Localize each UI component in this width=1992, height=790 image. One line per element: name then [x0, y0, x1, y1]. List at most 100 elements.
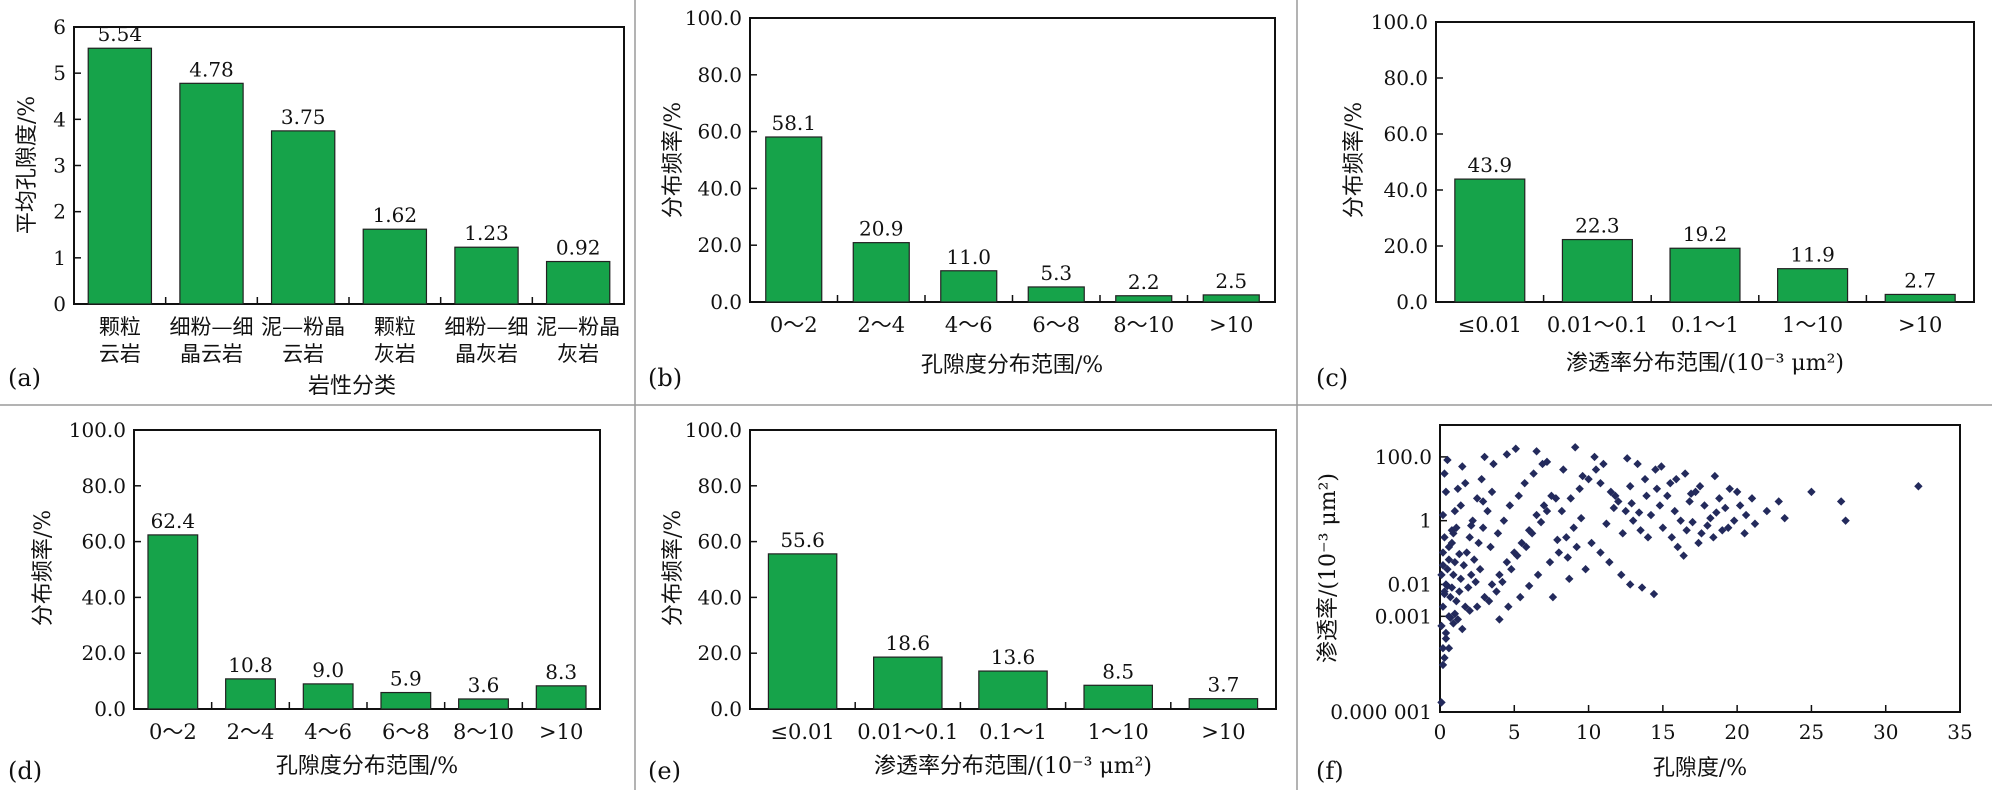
panel-b-value-label: 2.5 [1215, 269, 1247, 293]
panel-f-data-point [1637, 583, 1647, 592]
panel-f-data-point [1679, 551, 1688, 560]
panel-a-y-tick-label: 5 [53, 61, 66, 85]
panel-f-data-point [1634, 508, 1644, 517]
panel-f-x-tick-label: 5 [1508, 720, 1521, 744]
panel-f-data-point [1710, 471, 1720, 481]
panel-f-data-point [1449, 570, 1458, 580]
panel-a-value-label: 5.54 [98, 22, 143, 46]
panel-f-data-point [1724, 523, 1733, 532]
panel-d-category-label: >10 [539, 720, 583, 744]
panel-f-data-point [1670, 506, 1679, 516]
panel-f-data-point [1480, 592, 1489, 602]
panel-f-y-tick-label: 100.0 [1375, 445, 1432, 469]
panel-b-y-tick-label: 100.0 [685, 6, 742, 30]
panel-f-data-point [1498, 577, 1507, 587]
panel-b-value-label: 2.2 [1128, 270, 1160, 294]
panel-f-plot-frame [1439, 424, 1961, 713]
panel-c-category-label: >10 [1898, 313, 1942, 337]
panel-f-data-point [1732, 487, 1742, 497]
panel-f-data-point [1524, 526, 1534, 535]
panel-f-data-point [1517, 538, 1526, 548]
panel-f-data-point [1475, 565, 1485, 574]
panel-f-data-point [1446, 592, 1455, 602]
panel-f-data-point [1452, 523, 1461, 532]
panel-f-data-point [1625, 482, 1635, 491]
panel-b-bar [852, 242, 910, 303]
panel-a-value-label: 1.23 [464, 221, 509, 245]
panel-a-value-label: 4.78 [189, 57, 234, 81]
panel-f-data-point [1551, 494, 1561, 503]
panel-f-data-point [1450, 557, 1460, 567]
panel-e-y-axis-title: 分布频率/% [661, 510, 686, 626]
panel-f-data-point [1487, 580, 1497, 589]
panel-f-data-point [1529, 469, 1538, 478]
panel-e-y-tick-label: 20.0 [697, 641, 742, 665]
panel-b-category-label: 2～4 [857, 313, 905, 337]
panel-d-bar [535, 685, 587, 710]
panel-f-data-point [1642, 491, 1651, 501]
panel-d-y-tick-label: 20.0 [81, 641, 126, 665]
panel-a-category-label: 晶云岩 [180, 342, 243, 366]
panel-f-data-point [1502, 450, 1512, 459]
panel-a-bar [270, 130, 336, 305]
panel-f-data-point [1721, 503, 1730, 513]
panel-f-data-point [1472, 602, 1482, 611]
panel-c-bar [1884, 293, 1956, 303]
panel-e-value-label: 8.5 [1102, 659, 1134, 683]
panel-d-bar [380, 691, 432, 710]
panel-a-category-label: 细粉—细 [170, 315, 254, 339]
panel-f-data-point [1437, 621, 1446, 631]
panel-f-data-point [1545, 557, 1555, 567]
panel-f-data-point [1625, 580, 1635, 589]
panel-a-y-tick-label: 4 [53, 107, 66, 131]
panel-f-data-point [1649, 589, 1659, 599]
panel-d-category-label: 4～6 [304, 720, 352, 744]
panel-f-data-point [1694, 538, 1703, 548]
panel-f-data-point [1462, 548, 1471, 557]
panel-d-y-tick-label: 0.0 [94, 697, 126, 721]
panel-f-data-point [1499, 516, 1509, 525]
panel-f-data-point [1447, 526, 1457, 535]
panel-e-y-tick-label: 40.0 [697, 585, 742, 609]
panel-e-bar [767, 553, 838, 710]
panel-f-data-point [1563, 553, 1572, 562]
panel-a-y-tick-label: 1 [53, 246, 66, 270]
panel-b-value-label: 58.1 [771, 111, 816, 135]
panel-f-data-point [1686, 489, 1696, 498]
panel-f-x-tick-label: 25 [1799, 720, 1824, 744]
panel-c-y-tick-label: 40.0 [1383, 178, 1428, 202]
panel-d-x-axis-title: 孔隙度分布范围/% [276, 754, 458, 779]
panel-f-data-point [1725, 484, 1734, 493]
panel-f-data-point [1682, 526, 1691, 535]
panel-f-data-point [1464, 583, 1473, 592]
panel-f-data-point [1680, 469, 1690, 478]
panel-f-data-point [1455, 587, 1464, 596]
panel-c-value-label: 19.2 [1683, 222, 1728, 246]
panel-f-data-point [1533, 570, 1543, 580]
panel-f-data-point [1484, 596, 1494, 606]
panel-d-value-label: 3.6 [468, 673, 500, 697]
panel-f-data-point [1572, 542, 1581, 552]
panel-f-data-point [1565, 574, 1574, 584]
panel-a-plot-frame [73, 26, 625, 305]
panel-f-data-point [1841, 516, 1850, 525]
panel-f-data-point [1532, 447, 1541, 456]
panel-b-plot-frame [749, 17, 1276, 303]
panel-f-data-point [1536, 517, 1546, 527]
panel-c-y-tick-label: 60.0 [1383, 122, 1428, 146]
panel-b-tag: (b) [648, 364, 682, 392]
panel-f-data-point [1461, 602, 1470, 611]
panel-f-data-point [1440, 587, 1449, 596]
panel-f-data-point [1456, 501, 1465, 510]
panel-c-x-axis-title: 渗透率分布范围/(10⁻³ μm²) [1566, 351, 1844, 376]
panel-a-bar [545, 260, 611, 305]
panel-f-data-point [1581, 565, 1590, 574]
panel-c-value-label: 11.9 [1790, 243, 1835, 267]
panel-f-data-point [1446, 613, 1455, 622]
panel-f-data-point [1599, 459, 1608, 469]
panel-b-y-tick-label: 0.0 [710, 290, 742, 314]
panel-c-bar [1669, 247, 1741, 303]
panel-a-category-label: 颗粒 [374, 315, 416, 339]
panel-f-data-point [1667, 533, 1676, 542]
panel-e-value-label: 3.7 [1207, 673, 1239, 697]
